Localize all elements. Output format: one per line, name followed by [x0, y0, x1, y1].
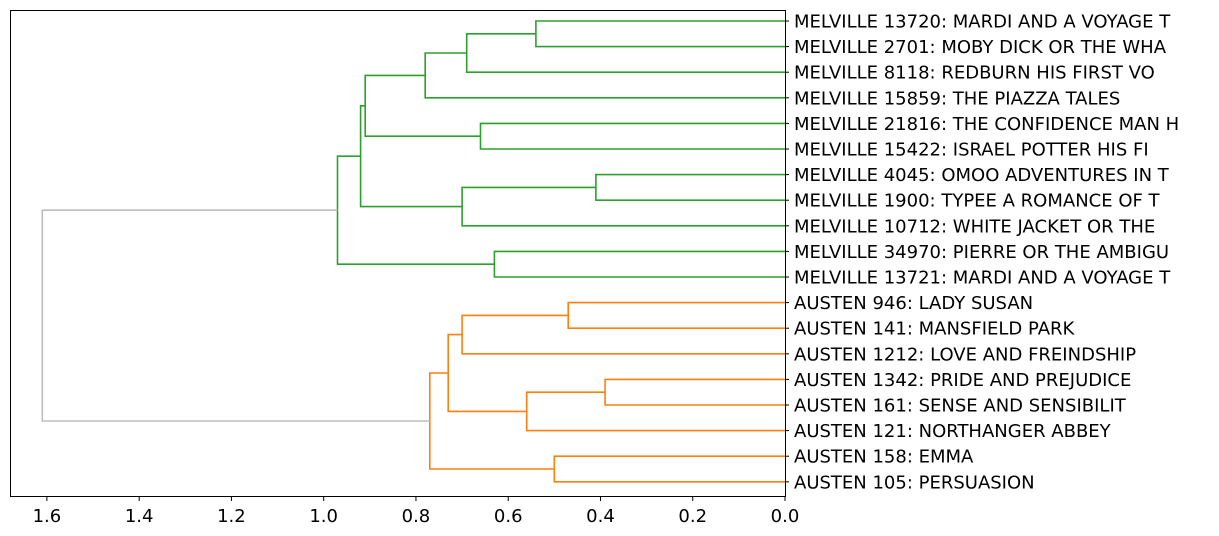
dendrogram-link-m1 [535, 20, 785, 48]
leaf-label: AUSTEN 105: PERSUASION [794, 472, 1035, 493]
dendrogram-link-root [41, 209, 430, 422]
x-tick-label: 0.4 [586, 506, 615, 527]
dendrogram-link-m2 [465, 32, 785, 73]
x-tick-label: 0.6 [494, 506, 523, 527]
x-tick-label: 1.2 [217, 506, 246, 527]
leaf-label: MELVILLE 13720: MARDI AND A VOYAGE T [794, 12, 1171, 33]
x-tick-label: 0.8 [402, 506, 431, 527]
dendrogram-links [41, 20, 785, 483]
dendrogram-link-a4 [525, 391, 785, 432]
x-tick-label: 0.0 [771, 506, 800, 527]
x-axis: 1.6 1.4 1.2 1.0 0.8 0.6 0.4 0.2 0.0 [33, 496, 800, 527]
dendrogram-link-a6 [553, 455, 785, 483]
plot-area-frame [10, 10, 786, 497]
x-tick-label: 1.6 [33, 506, 62, 527]
leaf-label: MELVILLE 4045: OMOO ADVENTURES IN T [794, 165, 1170, 186]
leaf-label: AUSTEN 1212: LOVE AND FREINDSHIP [794, 344, 1136, 365]
leaf-label: MELVILLE 21816: THE CONFIDENCE MAN H [794, 114, 1179, 135]
leaf-label: MELVILLE 15859: THE PIAZZA TALES [794, 88, 1120, 109]
leaf-label: MELVILLE 34970: PIERRE OR THE AMBIGU [794, 242, 1169, 263]
dendrogram-link-m5 [364, 74, 481, 137]
dendrogram-link-a1 [567, 301, 785, 330]
dendrogram-link-m9 [493, 250, 785, 278]
dendrogram-link-a5 [447, 333, 527, 413]
dendrogram-link-m7 [461, 186, 785, 227]
leaf-label: MELVILLE 8118: REDBURN HIS FIRST VO [794, 63, 1155, 84]
leaf-label: MELVILLE 2701: MOBY DICK OR THE WHA [794, 37, 1167, 58]
leaf-label: AUSTEN 141: MANSFIELD PARK [794, 319, 1076, 340]
dendrogram-link-m3 [424, 52, 785, 99]
dendrogram-link-a2 [461, 314, 785, 355]
leaf-label: AUSTEN 121: NORTHANGER ABBEY [794, 421, 1112, 442]
leaf-label: AUSTEN 161: SENSE AND SENSIBILIT [794, 396, 1127, 417]
leaf-label: MELVILLE 10712: WHITE JACKET OR THE [794, 216, 1155, 237]
dendrogram-link-m8 [359, 105, 463, 208]
dendrogram-link-m6 [595, 173, 785, 201]
leaf-label: AUSTEN 158: EMMA [794, 447, 974, 468]
leaf-labels: MELVILLE 13720: MARDI AND A VOYAGE T MELV… [785, 12, 1179, 493]
leaf-label: AUSTEN 946: LADY SUSAN [794, 293, 1033, 314]
leaf-label: MELVILLE 15422: ISRAEL POTTER HIS FI [794, 140, 1149, 161]
dendrogram-link-m4 [479, 122, 785, 150]
dendrogram-link-a3 [604, 378, 785, 406]
leaf-label: MELVILLE 1900: TYPEE A ROMANCE OF T [794, 191, 1161, 212]
x-tick-label: 1.4 [125, 506, 154, 527]
x-tick-label: 0.2 [678, 506, 707, 527]
leaf-label: MELVILLE 13721: MARDI AND A VOYAGE T [794, 268, 1171, 289]
leaf-label: AUSTEN 1342: PRIDE AND PREJUDICE [794, 370, 1131, 391]
x-tick-label: 1.0 [309, 506, 338, 527]
